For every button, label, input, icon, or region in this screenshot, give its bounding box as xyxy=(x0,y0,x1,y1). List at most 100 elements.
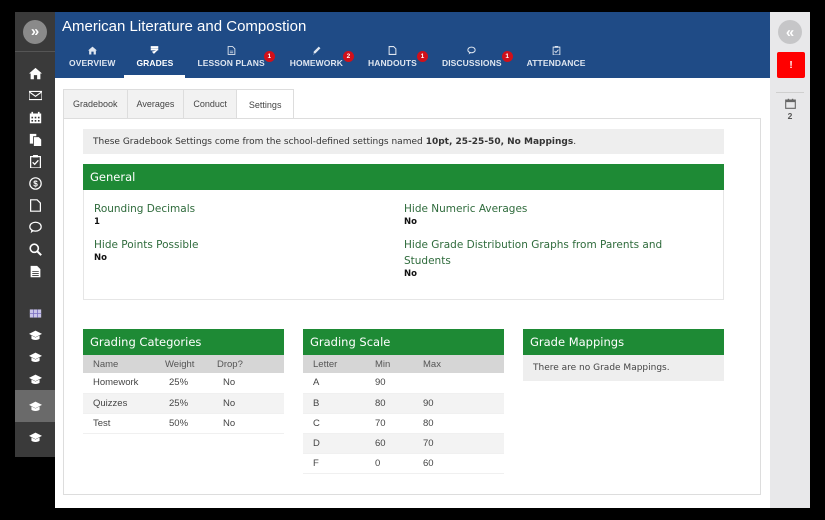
settings-notice: These Gradebook Settings come from the s… xyxy=(83,129,724,154)
graduation-cap-icon[interactable] xyxy=(15,368,55,390)
column-header: Weight xyxy=(155,355,207,373)
setting-label: Rounding Decimals xyxy=(94,203,196,215)
column-header: Min xyxy=(365,355,413,373)
cell: No xyxy=(207,373,284,394)
copy-icon[interactable] xyxy=(15,128,55,150)
course-nav: OVERVIEW GRADES LESSON PLANS 1 HOMEWORK … xyxy=(55,42,770,78)
subtab-settings[interactable]: Settings xyxy=(235,89,295,120)
badge-count: 1 xyxy=(501,51,513,62)
graduation-cap-icon[interactable] xyxy=(15,346,55,368)
table-row: Quizzes 25% No xyxy=(83,393,284,414)
setting-value: No xyxy=(404,269,417,279)
setting-label: Hide Points Possible xyxy=(94,239,199,251)
right-panel: « ! 2 xyxy=(770,12,810,508)
cell: 60 xyxy=(413,453,504,474)
cell: 50% xyxy=(155,413,207,434)
setting-label: Hide Grade Distribution Graphs from Pare… xyxy=(404,239,663,267)
collapse-panel-button[interactable]: « xyxy=(778,20,802,44)
subtab-gradebook[interactable]: Gradebook xyxy=(63,89,127,119)
search-icon[interactable] xyxy=(15,238,55,260)
tab-label: OVERVIEW xyxy=(69,58,116,68)
tab-homework[interactable]: HOMEWORK 2 xyxy=(280,42,358,78)
alert-button[interactable]: ! xyxy=(777,52,805,78)
expand-sidebar-button[interactable]: » xyxy=(23,19,47,44)
grading-categories-table: Name Weight Drop? Homework 25% No Quizze… xyxy=(83,355,284,434)
cell: No xyxy=(207,393,284,414)
setting-hide-points-possible: Hide Points Possible No xyxy=(94,237,198,264)
mail-icon[interactable] xyxy=(15,84,55,106)
tab-label: DISCUSSIONS xyxy=(441,58,502,68)
badge-count: 1 xyxy=(416,51,428,62)
tab-discussions[interactable]: DISCUSSIONS 1 xyxy=(432,42,517,78)
notice-suffix: . xyxy=(573,136,577,147)
clipboard-check-icon[interactable] xyxy=(15,150,55,172)
grades-subtabs: Gradebook Averages Conduct Settings xyxy=(63,89,295,120)
table-row: Test 50% No xyxy=(83,413,284,434)
tab-label: HOMEWORK xyxy=(289,58,343,68)
cell: 25% xyxy=(155,373,207,394)
course-title: American Literature and Compostion xyxy=(62,18,307,35)
setting-label: Hide Numeric Averages xyxy=(404,203,528,215)
cell: Test xyxy=(83,413,155,434)
tab-lesson-plans[interactable]: LESSON PLANS 1 xyxy=(185,42,279,78)
document-icon[interactable] xyxy=(15,260,55,282)
table-row: A 90 xyxy=(303,373,504,394)
calendar-icon[interactable] xyxy=(15,106,55,128)
table-row: C 70 80 xyxy=(303,413,504,434)
setting-rounding-decimals: Rounding Decimals 1 xyxy=(94,201,195,228)
grading-scale-title: Grading Scale xyxy=(303,329,504,355)
graduation-cap-icon[interactable] xyxy=(15,324,55,346)
setting-value: No xyxy=(94,253,107,263)
calendar-widget[interactable]: 2 xyxy=(770,98,810,121)
subtab-conduct[interactable]: Conduct xyxy=(183,89,236,119)
cell xyxy=(413,373,504,394)
cell: 60 xyxy=(365,433,413,454)
cell: 80 xyxy=(365,393,413,414)
main-area: American Literature and Compostion OVERV… xyxy=(55,12,770,508)
grade-mappings-card: Grade Mappings There are no Grade Mappin… xyxy=(523,329,724,381)
cell: B xyxy=(303,393,365,414)
home-icon[interactable] xyxy=(15,62,55,84)
cell: F xyxy=(303,453,365,474)
graduation-cap-icon[interactable] xyxy=(15,422,55,452)
tab-label: ATTENDANCE xyxy=(526,58,586,68)
column-header: Letter xyxy=(303,355,365,373)
cell: D xyxy=(303,433,365,454)
cell: No xyxy=(207,413,284,434)
pencil-icon xyxy=(313,46,321,55)
cell: A xyxy=(303,373,365,394)
tab-label: HANDOUTS xyxy=(367,58,417,68)
grade-mappings-empty: There are no Grade Mappings. xyxy=(523,355,724,381)
grading-categories-title: Grading Categories xyxy=(83,329,284,355)
general-body: Rounding Decimals 1 Hide Points Possible… xyxy=(83,190,724,300)
table-row: F 0 60 xyxy=(303,453,504,474)
grading-scale-card: Grading Scale Letter Min Max A 90 B 80 xyxy=(303,329,504,474)
grades-icon xyxy=(151,46,159,54)
cell: Quizzes xyxy=(83,393,155,414)
table-row: B 80 90 xyxy=(303,393,504,414)
settings-panel: These Gradebook Settings come from the s… xyxy=(63,118,761,495)
left-sidebar: » $ xyxy=(15,12,55,457)
cell: C xyxy=(303,413,365,434)
dollar-icon[interactable]: $ xyxy=(15,172,55,194)
notice-text: These Gradebook Settings come from the s… xyxy=(93,136,423,147)
course-header: American Literature and Compostion OVERV… xyxy=(55,12,770,78)
setting-value: 1 xyxy=(94,217,100,227)
tab-attendance[interactable]: ATTENDANCE xyxy=(517,42,596,78)
grade-mappings-title: Grade Mappings xyxy=(523,329,724,355)
clipboard-check-icon xyxy=(552,46,560,55)
tab-label: GRADES xyxy=(136,58,174,68)
tab-handouts[interactable]: HANDOUTS 1 xyxy=(358,42,432,78)
cell: 80 xyxy=(413,413,504,434)
graduation-cap-icon[interactable] xyxy=(15,390,55,422)
tab-grades[interactable]: GRADES xyxy=(124,42,186,78)
general-section: General Rounding Decimals 1 Hide Points … xyxy=(83,164,724,300)
column-header: Max xyxy=(413,355,504,373)
badge-count: 2 xyxy=(342,51,354,62)
file-icon[interactable] xyxy=(15,194,55,216)
document-icon xyxy=(227,46,235,55)
subtab-averages[interactable]: Averages xyxy=(126,89,184,119)
comment-icon[interactable] xyxy=(15,216,55,238)
tab-overview[interactable]: OVERVIEW xyxy=(60,42,124,78)
grid-icon[interactable] xyxy=(15,302,55,324)
